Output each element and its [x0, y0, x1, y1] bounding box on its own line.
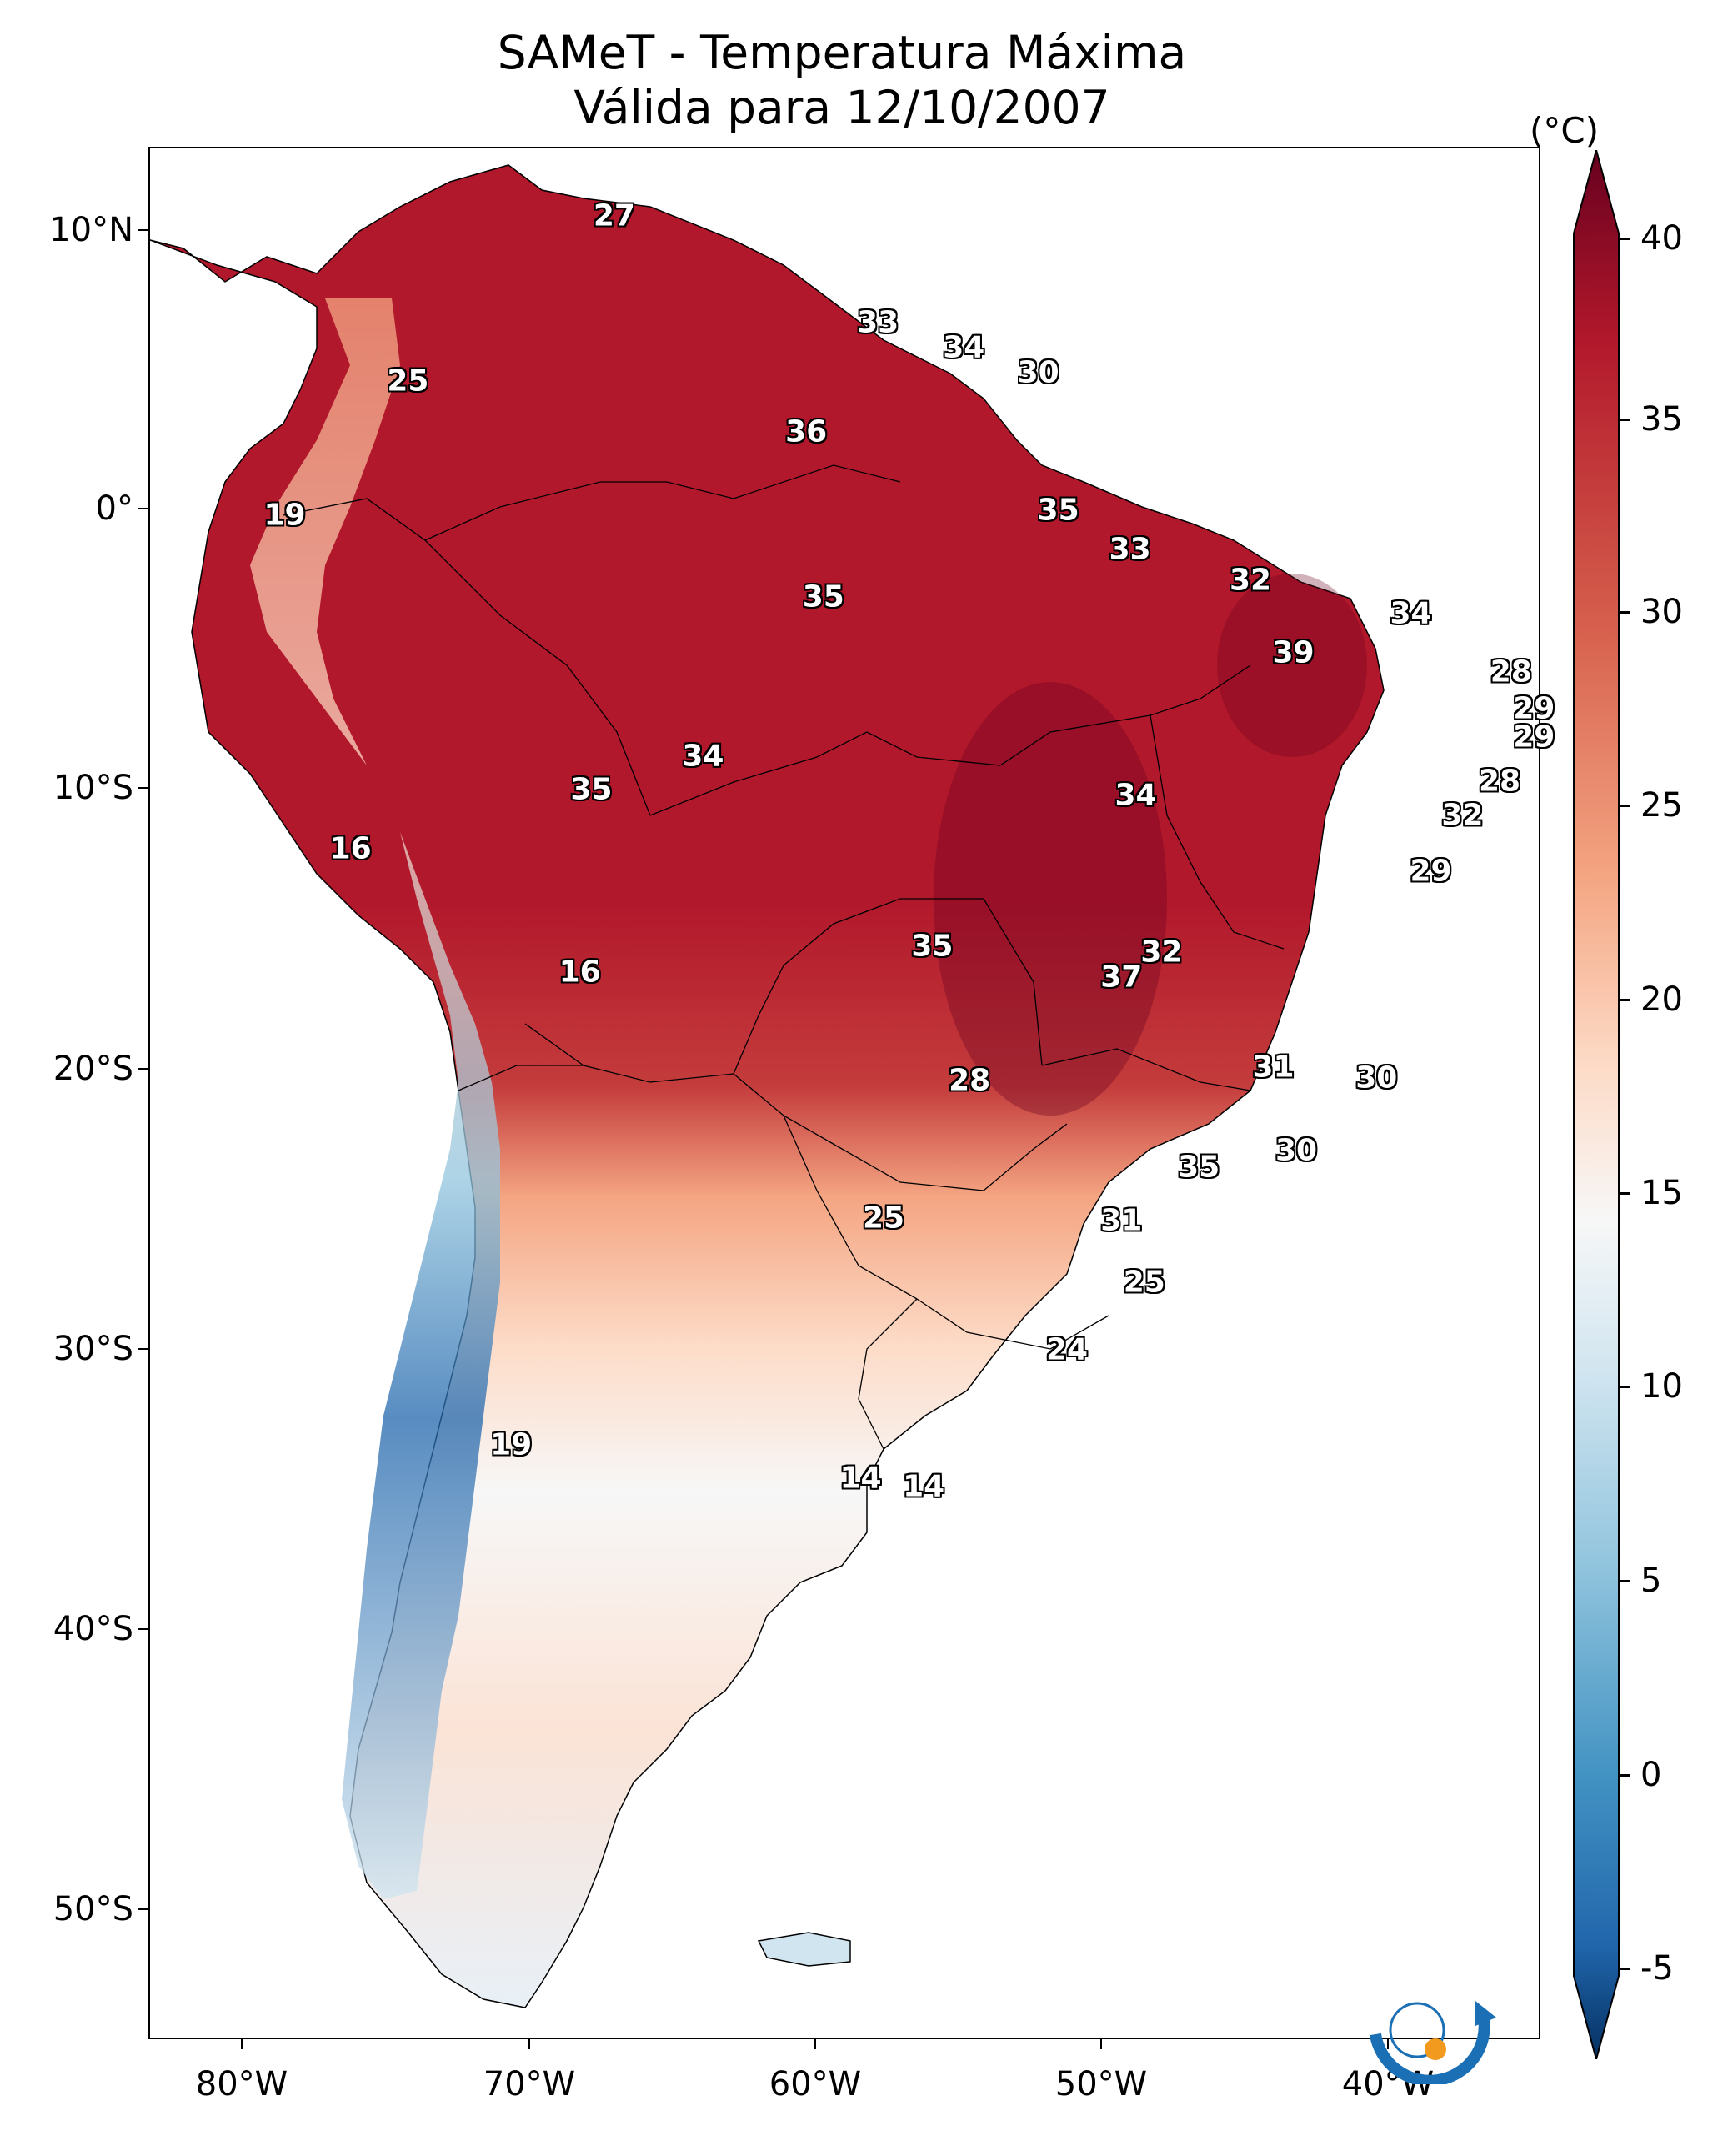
station-value-label: 29 [1410, 854, 1452, 889]
falkland-islands [757, 1932, 851, 1967]
station-value-label: 34 [1114, 778, 1157, 813]
colorbar-tick [1619, 1968, 1630, 1970]
title-line-1: SAMeT - Temperatura Máxima [497, 26, 1187, 79]
station-value-label: 28 [1490, 654, 1532, 689]
station-value-label: 14 [839, 1461, 882, 1496]
hot-core-ne [1217, 574, 1367, 757]
station-value-label: 35 [1037, 493, 1079, 528]
lat-label-50s: 50°S [53, 1890, 133, 1928]
colorbar-tick [1619, 611, 1630, 614]
country-borders [283, 464, 1285, 1450]
lon-label-60w: 60°W [769, 2065, 862, 2103]
colorbar-tick [1619, 999, 1630, 1001]
station-value-label: 39 [1272, 635, 1315, 670]
colorbar-tick [1619, 419, 1630, 421]
map-title: SAMeT - Temperatura Máxima Válida para 1… [150, 25, 1534, 135]
station-value-label: 19 [263, 498, 306, 533]
station-value-label: 31 [1100, 1203, 1143, 1238]
lon-tick [1100, 2039, 1102, 2049]
lon-tick [528, 2039, 530, 2049]
temperature-map [150, 164, 1385, 2008]
lat-tick [138, 1068, 148, 1070]
lon-label-80w: 80°W [195, 2065, 288, 2103]
colorbar-label-40: 40 [1640, 219, 1683, 258]
station-value-label: 31 [1252, 1050, 1295, 1085]
lon-label-40w: 40°W [1341, 2065, 1435, 2103]
station-value-label: 30 [1355, 1060, 1398, 1096]
lat-label-20s: 20°S [53, 1050, 133, 1088]
lat-tick [138, 1908, 148, 1910]
colorbar-label-30: 30 [1640, 593, 1683, 631]
lon-tick [814, 2039, 816, 2049]
lon-label-70w: 70°W [483, 2065, 576, 2103]
title-line-2: Válida para 12/10/2007 [573, 81, 1110, 134]
lat-label-10n: 10°N [49, 211, 133, 249]
map-area [148, 147, 1540, 2039]
colorbar-tick [1619, 1386, 1630, 1388]
station-value-label: 34 [682, 739, 724, 774]
station-value-label: 14 [903, 1469, 945, 1504]
colorbar-label-5: 5 [1640, 1562, 1662, 1600]
station-value-label: 30 [1017, 355, 1059, 390]
lon-tick [241, 2039, 243, 2049]
lat-tick [138, 787, 148, 789]
station-value-label: 34 [943, 330, 985, 365]
colorbar-unit: (°C) [1530, 110, 1600, 151]
lat-label-10s: 10°S [53, 769, 133, 807]
colorbar-label-25: 25 [1640, 786, 1683, 825]
colorbar-label-minus5: -5 [1640, 1949, 1674, 1988]
colorbar-label-20: 20 [1640, 980, 1683, 1019]
colorbar-label-15: 15 [1640, 1174, 1683, 1212]
colorbar-tick [1619, 1192, 1630, 1195]
station-value-label: 35 [570, 772, 613, 807]
lon-label-50w: 50°W [1054, 2065, 1148, 2103]
station-value-label: 16 [558, 955, 601, 990]
station-value-label: 33 [1109, 532, 1151, 567]
station-value-label: 36 [785, 414, 828, 449]
lat-tick [138, 1628, 148, 1630]
station-value-label: 34 [1390, 596, 1432, 631]
station-value-label: 32 [1441, 798, 1484, 833]
station-value-label: 35 [911, 929, 954, 964]
station-value-label: 29 [1513, 720, 1555, 755]
station-value-label: 24 [1045, 1332, 1089, 1367]
lon-tick [1387, 2039, 1389, 2049]
colorbar-tick [1619, 805, 1630, 807]
station-value-label: 33 [857, 305, 899, 340]
station-value-label: 25 [1123, 1265, 1165, 1300]
colorbar-tick [1619, 1774, 1630, 1777]
station-value-label: 35 [1178, 1150, 1220, 1185]
colorbar-label-0: 0 [1640, 1756, 1662, 1794]
lat-tick [138, 1348, 148, 1350]
lat-tick [138, 508, 148, 509]
colorbar-label-10: 10 [1640, 1367, 1683, 1406]
inpe-logo [1370, 2001, 1496, 2084]
colorbar-label-35: 35 [1640, 400, 1683, 439]
lat-label-0: 0° [95, 489, 133, 528]
colorbar-tick [1619, 238, 1630, 240]
station-value-label: 16 [329, 831, 372, 866]
station-value-label: 32 [1140, 935, 1183, 970]
station-value-label: 29 [1513, 691, 1555, 726]
station-value-label: 35 [802, 579, 844, 614]
station-value-label: 37 [1100, 960, 1143, 995]
station-value-label: 28 [949, 1063, 991, 1098]
lat-label-40s: 40°S [53, 1610, 133, 1648]
station-value-label: 28 [1479, 764, 1521, 799]
station-value-label: 19 [490, 1427, 533, 1462]
colorbar [1573, 150, 1620, 2059]
andes-band [250, 298, 500, 1899]
station-value-label: 27 [593, 198, 635, 233]
colorbar-body [1573, 150, 1620, 2059]
hot-core [934, 682, 1167, 1116]
lat-label-30s: 30°S [53, 1330, 133, 1368]
colorbar-tick [1619, 1580, 1630, 1582]
lat-tick [138, 229, 148, 231]
station-value-label: 25 [862, 1201, 905, 1236]
station-value-label: 32 [1229, 563, 1272, 598]
station-value-label: 25 [387, 364, 429, 399]
station-value-label: 30 [1275, 1133, 1318, 1168]
